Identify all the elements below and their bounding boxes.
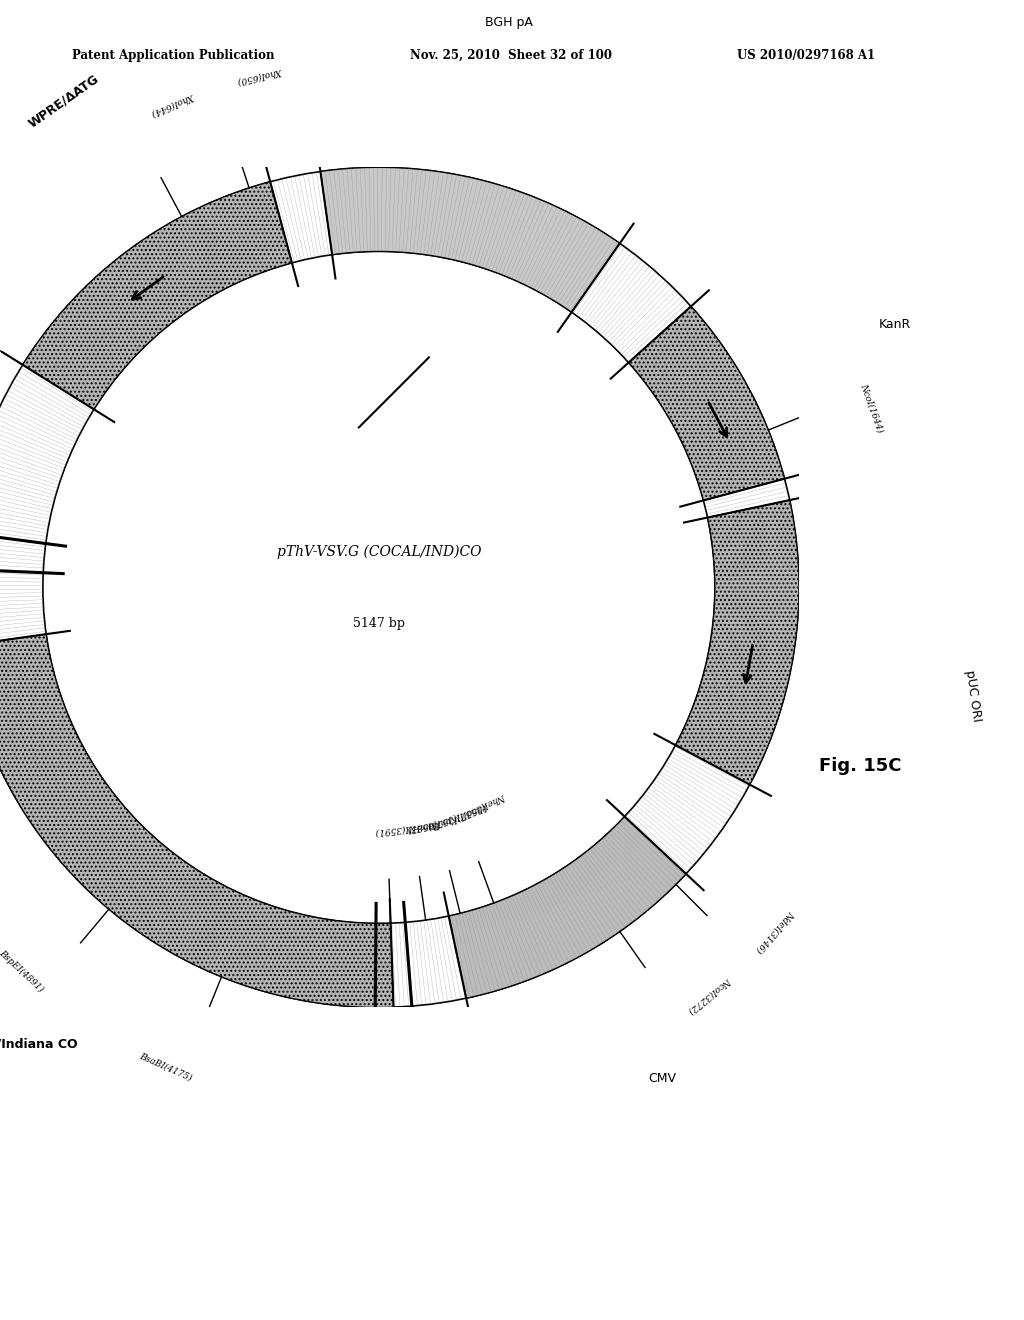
Text: WPRE/ΔATG: WPRE/ΔATG <box>27 71 101 129</box>
Text: Fig. 15C: Fig. 15C <box>819 756 902 775</box>
Text: Nov. 25, 2010  Sheet 32 of 100: Nov. 25, 2010 Sheet 32 of 100 <box>410 49 611 62</box>
Polygon shape <box>0 634 393 1007</box>
Text: NcoI(1644): NcoI(1644) <box>859 381 886 434</box>
Text: KpnI(3583): KpnI(3583) <box>408 813 460 833</box>
Text: BsaBI(4175): BsaBI(4175) <box>137 1051 194 1082</box>
Text: pUC ORI: pUC ORI <box>963 669 983 723</box>
Text: Patent Application Publication: Patent Application Publication <box>72 49 274 62</box>
Text: XhoI(650): XhoI(650) <box>238 66 284 86</box>
Text: 5147 bp: 5147 bp <box>353 616 404 630</box>
Text: CMV: CMV <box>648 1072 677 1085</box>
Polygon shape <box>449 817 686 998</box>
Text: KanR: KanR <box>880 318 911 331</box>
Polygon shape <box>629 306 784 500</box>
Text: NcoI(3272): NcoI(3272) <box>686 975 732 1015</box>
Text: VSV.G Cocal/Indiana CO: VSV.G Cocal/Indiana CO <box>0 1038 78 1051</box>
Text: NheI(3557): NheI(3557) <box>456 792 507 822</box>
Polygon shape <box>23 182 292 409</box>
Text: XhoI(644): XhoI(644) <box>152 91 197 117</box>
Text: pThV-VSV.G (COCAL/IND)CO: pThV-VSV.G (COCAL/IND)CO <box>276 544 481 558</box>
Text: BspEI(4891): BspEI(4891) <box>0 949 45 994</box>
Polygon shape <box>321 168 620 312</box>
Polygon shape <box>676 500 799 784</box>
Text: BamHII(3591): BamHII(3591) <box>376 820 441 836</box>
Text: US 2010/0297168 A1: US 2010/0297168 A1 <box>737 49 876 62</box>
Text: HindIII(3573): HindIII(3573) <box>427 801 488 830</box>
Text: BGH pA: BGH pA <box>485 16 534 29</box>
Text: NdeI(3146): NdeI(3146) <box>755 909 796 954</box>
